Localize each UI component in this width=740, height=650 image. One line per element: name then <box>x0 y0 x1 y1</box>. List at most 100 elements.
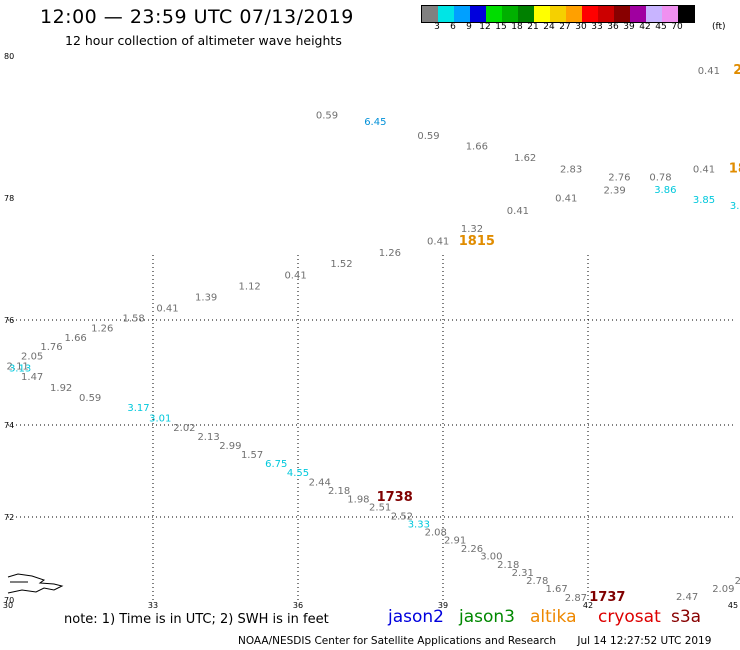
scale-label: 39 <box>623 22 635 32</box>
pass-time-label: 1737 <box>589 590 625 605</box>
wave-height-label: 0.41 <box>507 206 529 217</box>
wave-height-label: 3.00 <box>480 552 502 563</box>
wave-height-label: 4.55 <box>287 468 309 479</box>
scale-label: 70 <box>671 22 683 32</box>
lon-label: 42 <box>583 601 593 610</box>
legend-entry-jason2: jason2 <box>388 607 444 627</box>
lon-label: 39 <box>438 601 448 610</box>
color-scale-labels: 3 6 9 12 15 18 21 24 27 30 33 36 39 42 45 70 <box>421 22 740 34</box>
scale-label: 3 <box>434 22 440 32</box>
lat-label: 78 <box>4 194 14 203</box>
legend-entry-altika: altika <box>530 607 577 627</box>
scale-label: 18 <box>511 22 523 32</box>
credit-text: NOAA/NESDIS Center for Satellite Applica… <box>238 635 556 647</box>
lat-label: 80 <box>4 52 14 61</box>
generation-timestamp: Jul 14 12:27:52 UTC 2019 <box>577 635 712 647</box>
wave-height-label: 2.99 <box>219 441 241 452</box>
wave-height-label: 2.26 <box>461 544 483 555</box>
scale-swatch <box>438 6 454 22</box>
lon-label: 36 <box>293 601 303 610</box>
scale-label: 9 <box>466 22 472 32</box>
pass-time-label: 18 <box>729 161 740 176</box>
wave-height-label: 2.18 <box>497 560 519 571</box>
wave-height-label: 0.41 <box>427 236 449 247</box>
scale-label: 36 <box>607 22 619 32</box>
wave-height-label: 2.87 <box>565 593 587 604</box>
wave-height-label: 2.18 <box>328 486 350 497</box>
lat-label: 70 <box>4 596 14 605</box>
scale-swatch <box>614 6 630 22</box>
wave-height-label: 1.26 <box>379 248 401 259</box>
wave-height-label: 0.41 <box>156 303 178 314</box>
wave-height-label: 2.39 <box>603 186 625 197</box>
wave-height-label: 2.31 <box>512 568 534 579</box>
wave-height-label: 2 <box>735 576 740 587</box>
scale-swatch <box>582 6 598 22</box>
page-subtitle: 12 hour collection of altimeter wave hei… <box>65 33 342 48</box>
wave-height-label: 0.41 <box>555 194 577 205</box>
wave-height-label: 2.91 <box>444 536 466 547</box>
wave-height-label: 1.52 <box>330 259 352 270</box>
wave-height-label: 3.01 <box>149 413 171 424</box>
wave-height-label: 0.59 <box>79 393 101 404</box>
wave-height-label: 1.66 <box>466 142 488 153</box>
scale-label: 27 <box>559 22 571 32</box>
wave-height-label: 2.44 <box>309 477 331 488</box>
scale-label: 12 <box>479 22 491 32</box>
scale-label: 30 <box>575 22 587 32</box>
lat-label: 72 <box>4 513 14 522</box>
scale-swatch <box>550 6 566 22</box>
wave-height-label: 0.59 <box>417 131 439 142</box>
scale-label: 45 <box>655 22 667 32</box>
wave-height-label: 0.78 <box>649 172 671 183</box>
legend-entry-cryosat: cryosat <box>598 607 661 627</box>
pass-time-label: 1738 <box>377 490 413 505</box>
lat-label: 74 <box>4 421 14 430</box>
pass-time-label: 1815 <box>459 234 495 249</box>
pass-time-label: 2 <box>733 63 740 78</box>
wave-height-label: 2.08 <box>425 528 447 539</box>
wave-height-label: 2.78 <box>526 576 548 587</box>
wave-height-label: 2.83 <box>560 164 582 175</box>
scale-label: 24 <box>543 22 555 32</box>
scale-label: 15 <box>495 22 507 32</box>
wave-height-label: 2.11 <box>7 361 29 372</box>
wave-height-label: 2.02 <box>173 423 195 434</box>
scale-label: 21 <box>527 22 539 32</box>
scale-swatch <box>630 6 646 22</box>
wave-height-label: 0.41 <box>284 271 306 282</box>
scale-swatch <box>678 6 694 22</box>
wave-height-label: 2.09 <box>712 584 734 595</box>
scale-swatch <box>470 6 486 22</box>
scale-swatch <box>646 6 662 22</box>
scale-swatch <box>486 6 502 22</box>
scale-swatch <box>662 6 678 22</box>
wave-height-label: 1.47 <box>21 372 43 383</box>
scale-swatch <box>454 6 470 22</box>
footnote: note: 1) Time is in UTC; 2) SWH is in fe… <box>64 612 329 627</box>
lon-label: 33 <box>148 601 158 610</box>
scale-swatch <box>422 6 438 22</box>
scale-swatch <box>566 6 582 22</box>
scale-label: 42 <box>639 22 651 32</box>
wave-height-label: 2.51 <box>369 503 391 514</box>
page-title: 12:00 — 23:59 UTC 07/13/2019 <box>40 6 354 28</box>
wave-height-label: 2.05 <box>21 351 43 362</box>
wave-height-label: 3.17 <box>127 403 149 414</box>
wave-height-label: 1.92 <box>50 383 72 394</box>
coastline <box>7 573 64 594</box>
wave-height-label: 6.45 <box>364 117 386 128</box>
wave-height-label: 1.98 <box>347 494 369 505</box>
wave-height-label: 2.13 <box>197 432 219 443</box>
color-scale-unit: (ft) <box>712 22 726 32</box>
wave-height-label: 1.26 <box>91 324 113 335</box>
wave-height-label: 3.85 <box>693 195 715 206</box>
color-scale-bar <box>421 5 695 23</box>
wave-height-label: 0.41 <box>698 66 720 77</box>
wave-height-label: 0.59 <box>316 110 338 121</box>
lon-label: 45 <box>728 601 738 610</box>
wave-height-label: 1.62 <box>514 153 536 164</box>
wave-height-label: 2.52 <box>391 511 413 522</box>
wave-height-label: 2.76 <box>608 172 630 183</box>
